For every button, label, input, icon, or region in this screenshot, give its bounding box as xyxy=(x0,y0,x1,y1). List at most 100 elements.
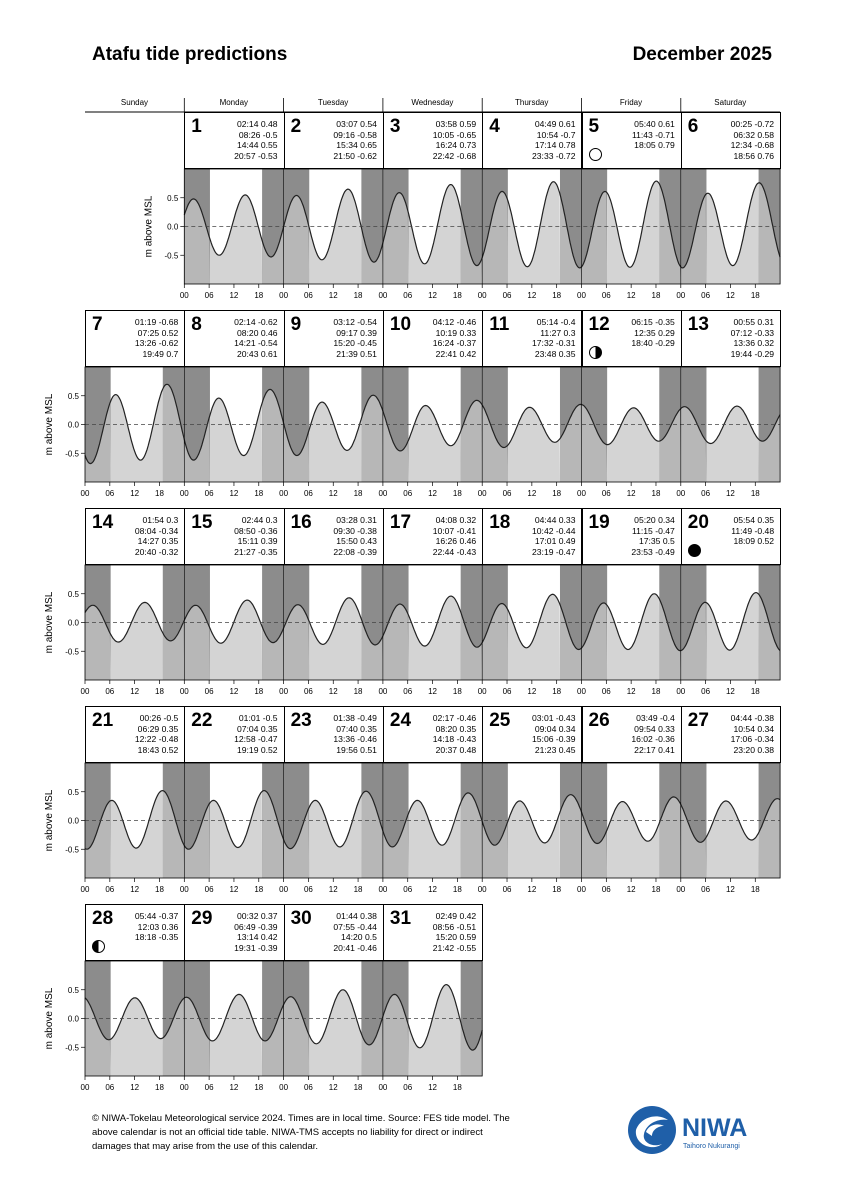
x-tick-label: 00 xyxy=(81,489,90,498)
tide-entry: 12:34 -0.68 xyxy=(730,140,775,151)
tide-entry: 05:14 -0.4 xyxy=(536,317,576,327)
tide-entry: 00:25 -0.72 xyxy=(730,119,775,129)
tide-times: 00:55 0.31 07:12 -0.33 13:36 0.32 19:44 -0.… xyxy=(682,317,774,360)
tide-entry: 08:26 -0.5 xyxy=(238,129,278,140)
x-tick-label: 18 xyxy=(453,885,462,894)
page-title: Atafu tide predictions xyxy=(92,44,288,65)
night-water-area xyxy=(758,798,781,878)
tide-times: 00:25 -0.72 06:32 0.58 12:34 -0.68 18:56 0.… xyxy=(682,119,774,162)
day-number: 9 xyxy=(290,314,302,335)
y-tick-label: 0.5 xyxy=(68,392,80,401)
x-tick-label: 00 xyxy=(577,687,586,696)
x-tick-label: 18 xyxy=(751,489,760,498)
x-tick-label: 06 xyxy=(304,687,313,696)
day-cell: 10 04:12 -0.46 10:19 0.33 16:24 -0.37 22:41 … xyxy=(382,310,484,367)
tide-entry: 17:14 0.78 xyxy=(534,140,576,151)
tide-times: 03:12 -0.54 09:17 0.39 15:20 -0.45 21:39 0.… xyxy=(285,317,377,360)
x-tick-label: 00 xyxy=(378,687,387,696)
night-water-area xyxy=(262,626,284,680)
night-water-area xyxy=(361,227,383,284)
x-tick-label: 18 xyxy=(354,885,363,894)
night-water-area xyxy=(460,1021,483,1076)
tide-entry: 21:39 0.51 xyxy=(336,349,377,360)
tide-entry: 22:08 -0.39 xyxy=(333,547,377,558)
night-water-area xyxy=(482,821,508,878)
day-cell: 4 04:49 0.61 10:54 -0.7 17:14 0.78 23:33 -0.… xyxy=(482,112,583,169)
x-tick-label: 18 xyxy=(652,291,661,300)
day-water-area xyxy=(110,602,163,680)
x-tick-label: 18 xyxy=(254,1083,263,1092)
x-tick-label: 12 xyxy=(130,1083,139,1092)
x-tick-label: 06 xyxy=(403,885,412,894)
day-water-area xyxy=(507,594,560,680)
tide-times: 02:14 -0.62 08:20 0.46 14:21 -0.54 20:43 0.… xyxy=(185,317,277,360)
day-water-area xyxy=(110,790,163,878)
night-water-area xyxy=(382,192,409,284)
tide-entry: 20:41 -0.46 xyxy=(333,943,377,954)
night-water-area xyxy=(659,409,681,482)
tide-entry: 07:04 0.35 xyxy=(236,723,278,734)
x-tick-label: 06 xyxy=(105,489,114,498)
weekday-label: Sunday xyxy=(120,98,149,107)
night-water-area xyxy=(581,404,608,482)
tide-entry: 17:35 0.5 xyxy=(638,536,675,547)
tide-times: 02:44 0.3 08:50 -0.36 15:11 0.39 21:27 -0.3… xyxy=(185,515,277,558)
tide-entry: 10:19 0.33 xyxy=(435,327,477,338)
night-water-area xyxy=(560,194,582,284)
x-tick-label: 12 xyxy=(329,687,338,696)
x-tick-label: 00 xyxy=(180,1083,189,1092)
night-water-area xyxy=(85,605,111,680)
tide-entry: 10:42 -0.44 xyxy=(532,525,576,536)
day-cell: 6 00:25 -0.72 06:32 0.58 12:34 -0.68 18:56 0… xyxy=(680,112,782,169)
tide-entry: 22:41 0.42 xyxy=(435,349,477,360)
day-number: 25 xyxy=(489,710,511,731)
night-water-area xyxy=(680,602,707,680)
x-tick-label: 12 xyxy=(527,291,536,300)
x-tick-label: 00 xyxy=(577,885,586,894)
tide-entry: 05:44 -0.37 xyxy=(134,911,179,921)
day-water-area xyxy=(706,406,759,482)
x-tick-label: 12 xyxy=(130,687,139,696)
tide-times: 05:54 0.35 11:49 -0.48 18:09 0.52 xyxy=(682,515,774,547)
day-cell: 18 04:44 0.33 10:42 -0.44 17:01 0.49 23:19 -… xyxy=(482,508,583,565)
x-tick-label: 18 xyxy=(354,489,363,498)
tide-entry: 01:44 0.38 xyxy=(336,911,377,921)
x-tick-label: 12 xyxy=(229,489,238,498)
tide-entry: 17:32 -0.31 xyxy=(532,338,576,349)
tide-entry: 16:24 -0.37 xyxy=(432,338,477,349)
moon-phase-icon xyxy=(588,148,602,161)
day-cell: 24 02:17 -0.46 08:20 0.35 14:18 -0.43 20:37 … xyxy=(382,706,484,763)
day-water-area xyxy=(408,596,461,680)
tide-entry: 11:15 -0.47 xyxy=(631,525,675,536)
tide-entry: 19:44 -0.29 xyxy=(730,349,775,360)
x-tick-label: 18 xyxy=(552,687,561,696)
y-axis-label: m above MSL xyxy=(143,195,154,257)
tide-entry: 18:09 0.52 xyxy=(733,536,775,547)
x-tick-label: 06 xyxy=(205,489,214,498)
tide-entry: 06:49 -0.39 xyxy=(234,921,278,932)
tide-entry: 10:07 -0.41 xyxy=(432,525,477,536)
day-number: 14 xyxy=(92,512,114,533)
logo-swirl-inner xyxy=(646,1124,664,1136)
x-tick-label: 06 xyxy=(503,291,512,300)
night-water-area xyxy=(262,1006,284,1076)
tide-entry: 09:16 -0.58 xyxy=(333,129,377,140)
tide-times: 01:01 -0.5 07:04 0.35 12:58 -0.47 19:19 0.5… xyxy=(185,713,277,756)
tide-times: 05:40 0.61 11:43 -0.71 18:05 0.79 xyxy=(583,119,675,151)
day-number: 26 xyxy=(588,710,610,731)
tide-entry: 05:54 0.35 xyxy=(733,515,775,525)
tide-entry: 07:40 0.35 xyxy=(336,723,377,734)
x-tick-label: 06 xyxy=(205,291,214,300)
tide-entry: 23:48 0.35 xyxy=(534,349,576,360)
day-cell: 7 01:19 -0.68 07:25 0.52 13:26 -0.62 19:49 0… xyxy=(85,310,186,367)
x-tick-label: 18 xyxy=(354,687,363,696)
x-tick-label: 00 xyxy=(478,291,487,300)
x-tick-label: 18 xyxy=(254,489,263,498)
x-tick-label: 00 xyxy=(478,687,487,696)
night-water-area xyxy=(758,594,781,680)
x-tick-label: 06 xyxy=(205,687,214,696)
x-tick-label: 12 xyxy=(428,885,437,894)
day-number: 7 xyxy=(92,314,103,335)
tide-times: 04:08 0.32 10:07 -0.41 16:26 0.46 22:44 -0.… xyxy=(384,515,476,558)
logo-swirl xyxy=(635,1116,668,1148)
